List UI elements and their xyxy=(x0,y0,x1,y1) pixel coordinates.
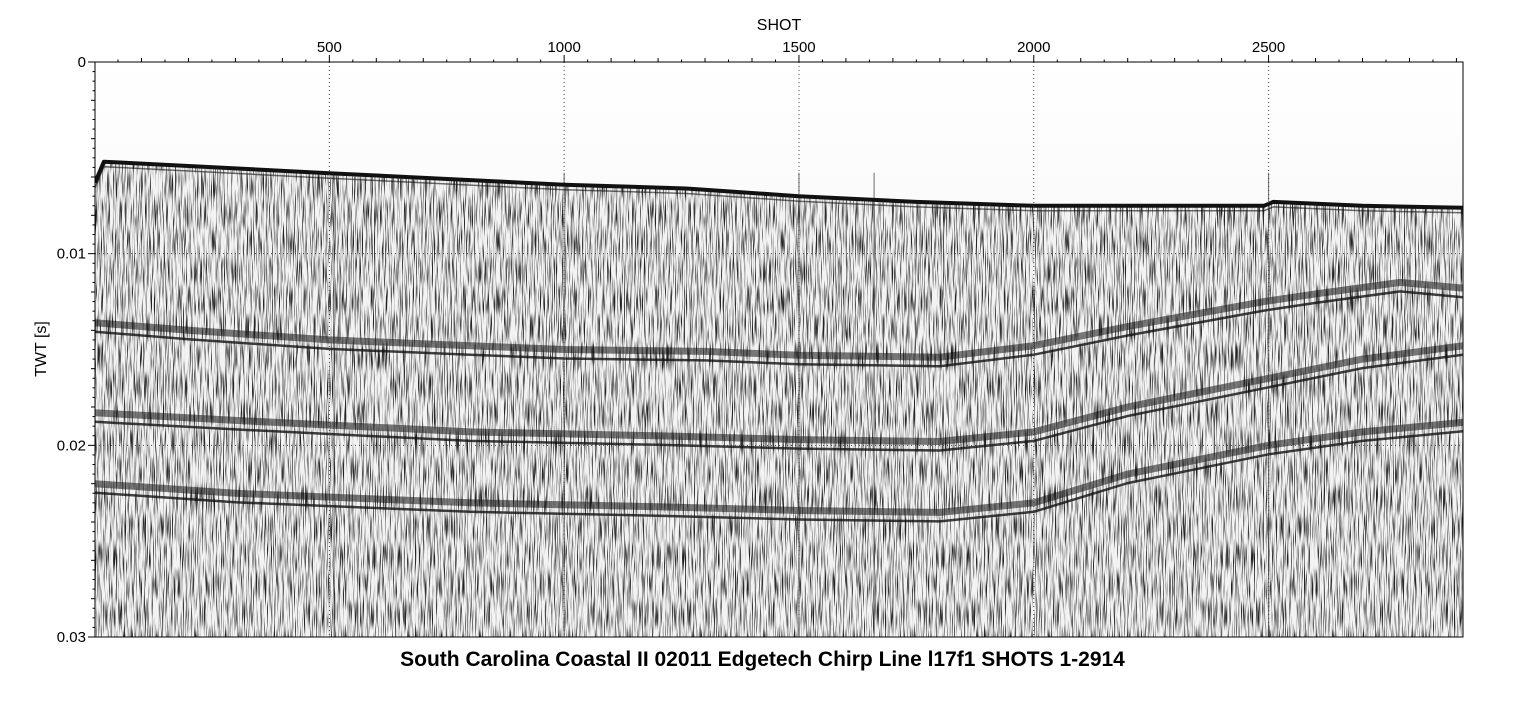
seafloor-reflector xyxy=(95,159,1463,210)
seafloor-reflector-echo xyxy=(95,165,1463,214)
sediment-texture xyxy=(95,161,1463,637)
y-tick-label-3: 0.03 xyxy=(57,629,86,646)
plot-area xyxy=(95,62,1463,637)
y-tick-label-1: 0.01 xyxy=(57,246,86,263)
horizon-2-reflector xyxy=(95,342,1463,445)
x-tick-label-2000: 2000 xyxy=(1017,39,1050,56)
x-axis-title: SHOT xyxy=(757,17,802,34)
x-tick-label-1000: 1000 xyxy=(547,39,580,56)
x-tick-label-1500: 1500 xyxy=(782,39,815,56)
y-tick-label-2: 0.02 xyxy=(57,437,86,454)
horizon-1-reflector xyxy=(95,278,1463,361)
horizon-3-reflector-echo xyxy=(95,430,1463,523)
chart-title: South Carolina Coastal II 02011 Edgetech… xyxy=(400,648,1125,671)
y-tick-label-0: 0 xyxy=(78,54,86,71)
horizon-2-reflector-echo xyxy=(95,353,1463,452)
x-tick-label-2500: 2500 xyxy=(1252,39,1285,56)
x-tick-label-500: 500 xyxy=(317,39,342,56)
grid xyxy=(95,62,1463,637)
x-axis: 500 1000 1500 2000 2500 xyxy=(117,39,1457,62)
y-axis: 0 0.01 0.02 0.03 xyxy=(57,54,95,646)
y-axis-title: TWT [s] xyxy=(33,321,50,377)
horizon-1-reflector-echo xyxy=(95,290,1463,368)
reflectors xyxy=(95,159,1463,523)
horizon-3-reflector xyxy=(95,418,1463,516)
